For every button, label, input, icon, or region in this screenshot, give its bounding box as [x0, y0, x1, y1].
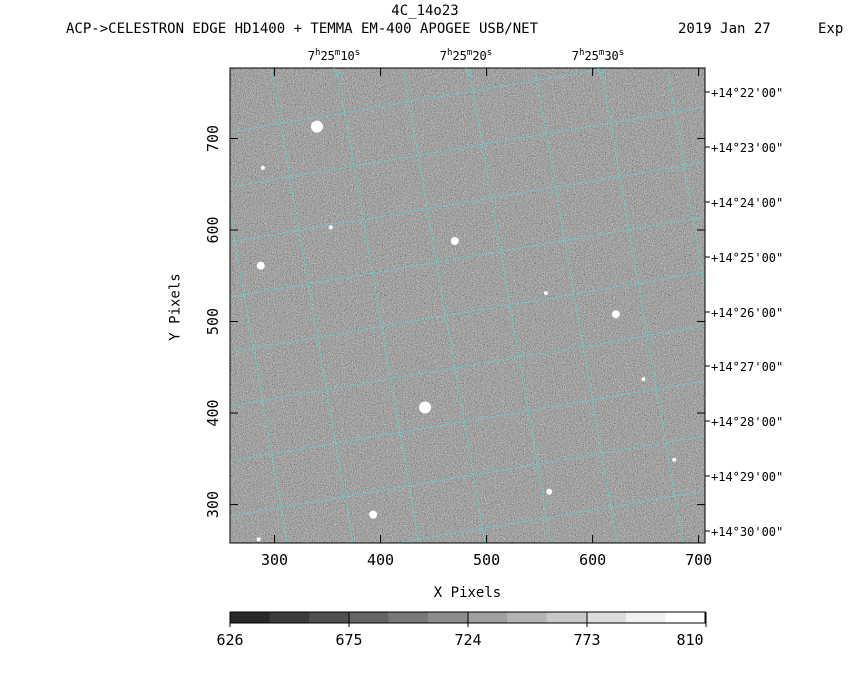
star-7 — [735, 458, 743, 466]
plot-frame — [229, 67, 706, 544]
dec-grid-line — [230, 435, 705, 517]
star-1 — [732, 163, 742, 173]
dec-tick-label: +14°27'00" — [711, 360, 783, 374]
dec-tick-label: +14°30'00" — [711, 525, 783, 539]
colorbar-swatch — [467, 612, 508, 623]
dec-grid-line — [230, 216, 705, 298]
star-8 — [369, 510, 378, 519]
y-tick-label: 500 — [204, 308, 222, 335]
x-axis-label: X Pixels — [433, 585, 502, 601]
star-2 — [450, 236, 459, 245]
colorbar-label: 675 — [335, 631, 362, 649]
dec-tick-label: +14°24'00" — [711, 196, 783, 210]
dec-tick-label: +14°25'00" — [711, 251, 783, 265]
star-9 — [546, 488, 553, 495]
star-15 — [728, 82, 732, 86]
ra-tick-label: 7h25m10s — [308, 48, 360, 63]
dec-grid-line — [230, 68, 614, 133]
y-tick-label: 700 — [204, 125, 222, 152]
page-title: 4C_14o23 — [391, 3, 459, 19]
colorbar-label: 626 — [216, 631, 243, 649]
colorbar-swatch — [230, 612, 271, 623]
star-0 — [310, 120, 323, 133]
y-tick-label: 400 — [204, 399, 222, 426]
x-tick-label: 700 — [685, 551, 712, 569]
ra-grid-line — [336, 68, 420, 543]
dec-grid-line — [230, 271, 705, 353]
x-tick-label: 500 — [473, 551, 500, 569]
axis-ticks: 300 400 500 600 700 300 400 500 600 700 7h25m10s 7h… — [204, 48, 783, 569]
colorbar-swatch — [665, 612, 706, 623]
star-13 — [260, 165, 265, 170]
colorbar-swatch — [586, 612, 627, 623]
ra-grid-line — [402, 68, 486, 543]
ra-grid-line — [534, 68, 618, 543]
subtitle-exposure: Exp — [818, 21, 844, 37]
ra-tick-label: 7h25m20s — [440, 48, 492, 63]
star-markers — [256, 82, 743, 542]
dec-tick-label: +14°28'00" — [711, 415, 783, 429]
x-tick-label: 400 — [367, 551, 394, 569]
ra-grid-line — [270, 68, 354, 543]
dec-tick-label: +14°23'00" — [711, 141, 783, 155]
star-3 — [256, 261, 265, 270]
y-axis-label: Y Pixels — [167, 273, 184, 341]
dec-tick-label: +14°22'00" — [711, 86, 783, 100]
subtitle-date: 2019 Jan 27 — [678, 21, 771, 37]
dec-tick-label: +14°29'00" — [711, 470, 783, 484]
colorbar-swatch — [388, 612, 429, 623]
ra-tick-label: 7h25m30s — [572, 48, 624, 63]
colorbar-swatch — [625, 612, 666, 623]
star-16 — [256, 537, 261, 542]
dec-grid-line — [230, 325, 705, 407]
colorbar-swatch — [427, 612, 468, 623]
colorbar-swatch — [507, 612, 548, 623]
star-11 — [328, 225, 333, 230]
star-6 — [419, 401, 432, 414]
dec-grid-line — [230, 161, 705, 243]
subtitle-instrument: ACP->CELESTRON EDGE HD1400 + TEMMA EM-40… — [66, 21, 539, 37]
y-tick-label: 300 — [204, 491, 222, 518]
ra-grid-line — [600, 68, 684, 543]
x-tick-label: 600 — [579, 551, 606, 569]
x-tick-label: 300 — [261, 551, 288, 569]
dec-grid-line — [230, 106, 705, 188]
star-10 — [543, 291, 548, 296]
colorbar-label: 773 — [573, 631, 600, 649]
y-tick-label: 600 — [204, 216, 222, 243]
colorbar-swatch — [269, 612, 310, 623]
colorbar-label: 810 — [676, 631, 703, 649]
sky-image — [230, 68, 705, 543]
dec-tick-label: +14°26'00" — [711, 306, 783, 320]
colorbar-label: 724 — [454, 631, 481, 649]
ra-grid-line — [468, 68, 552, 543]
ra-grid-line — [230, 209, 288, 543]
colorbar-swatch — [348, 612, 389, 623]
dec-grid-line — [230, 380, 705, 462]
star-12 — [641, 377, 646, 382]
colorbar-swatch — [309, 612, 350, 623]
dec-grid-line — [393, 490, 705, 543]
colorbar-swatch — [546, 612, 587, 623]
colorbar: 626 675 724 773 810 — [216, 611, 707, 649]
star-14 — [672, 457, 677, 462]
coordinate-grid — [230, 68, 705, 543]
star-5 — [611, 310, 620, 319]
